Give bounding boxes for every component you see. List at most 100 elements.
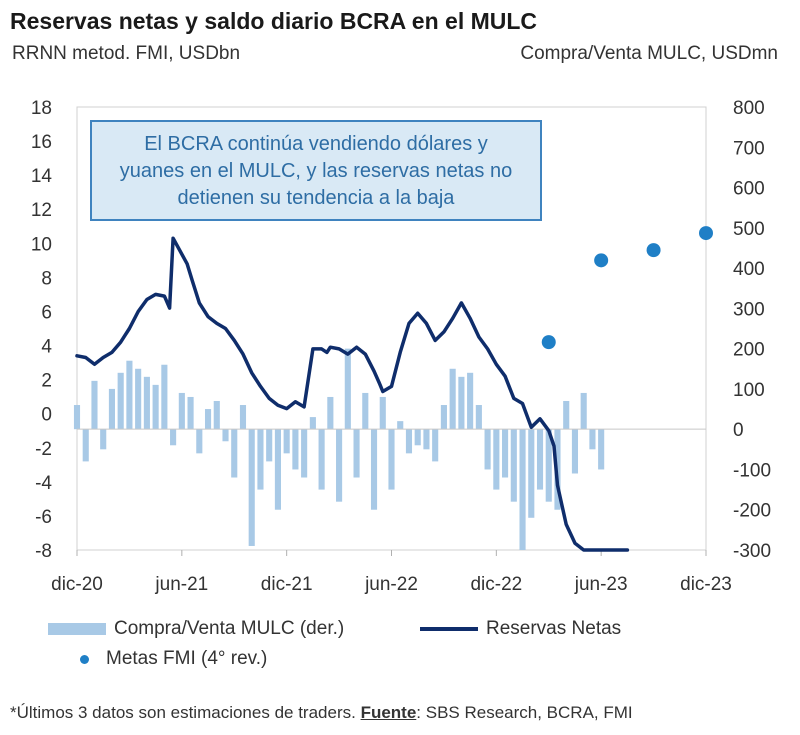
callout-line-2: yuanes en el MULC, y las reservas netas …: [119, 160, 513, 182]
y-right-tick-label: 400: [733, 259, 765, 280]
mulc-bar: [467, 372, 474, 430]
mulc-bar: [301, 429, 308, 478]
callout-line-3: detienen su tendencia a la baja: [177, 187, 455, 209]
chart-legend: Compra/Venta MULC (der.) Reservas Netas …: [0, 612, 800, 672]
mulc-bar: [493, 429, 500, 490]
y-right-tick-label: 200: [733, 340, 765, 361]
mulc-bar: [502, 429, 509, 478]
mulc-bar: [231, 429, 238, 478]
mulc-bar: [161, 364, 168, 430]
x-tick-label: dic-20: [51, 574, 103, 595]
mulc-bar: [449, 368, 456, 430]
mulc-bar: [414, 429, 421, 446]
mulc-bar: [580, 392, 587, 430]
mulc-bar: [222, 429, 229, 442]
mulc-bar: [379, 396, 386, 430]
legend-swatch-line: [420, 627, 478, 631]
y-right-tick-label: 300: [733, 299, 765, 320]
mulc-bar: [545, 429, 552, 502]
y-right-tick-label: 700: [733, 138, 765, 159]
mulc-bar: [73, 405, 81, 430]
y-right-tick-label: -100: [733, 460, 771, 481]
x-tick-label: jun-22: [364, 574, 418, 595]
mulc-bar: [388, 429, 395, 490]
mulc-bar: [196, 429, 203, 454]
mulc-bar: [318, 429, 325, 490]
mulc-bar: [82, 429, 89, 462]
legend-item-line: Reservas Netas: [420, 618, 621, 640]
mulc-bar: [204, 409, 212, 430]
mulc-bar: [257, 429, 264, 490]
footnote-source-text: : SBS Research, BCRA, FMI: [416, 703, 633, 722]
mulc-bar: [309, 417, 316, 430]
mulc-bar: [91, 380, 98, 430]
mulc-bar: [187, 396, 194, 430]
x-tick-label: jun-23: [574, 574, 628, 595]
legend-label-dots: Metas FMI (4° rev.): [106, 648, 268, 669]
mulc-bar: [405, 429, 413, 454]
x-tick-label: dic-23: [680, 574, 732, 595]
y-left-tick-label: 18: [31, 98, 52, 119]
mulc-bar: [117, 372, 124, 430]
left-axis-subtitle: RRNN metod. FMI, USDbn: [12, 43, 241, 64]
legend-item-dots: Metas FMI (4° rev.): [48, 648, 267, 670]
mulc-bar: [484, 429, 491, 470]
meta-fmi-point: [699, 226, 713, 241]
callout-box: El BCRA continúa vendiendo dólares y yua…: [90, 120, 542, 221]
mulc-bar: [336, 429, 343, 502]
y-left-tick-label: 12: [31, 200, 52, 221]
mulc-bar: [370, 429, 378, 510]
right-axis-subtitle: Compra/Venta MULC, USDmn: [520, 43, 778, 64]
mulc-bar: [178, 392, 185, 430]
mulc-bar: [108, 388, 116, 430]
x-tick-label: dic-21: [261, 574, 313, 595]
footnote: *Últimos 3 datos son estimaciones de tra…: [10, 703, 633, 723]
legend-label-line: Reservas Netas: [486, 618, 622, 639]
y-right-tick-label: 800: [733, 98, 765, 119]
y-left-tick-label: -6: [35, 507, 52, 528]
mulc-bar: [135, 368, 142, 430]
legend-swatch-bars: [48, 623, 106, 635]
y-right-tick-label: -200: [733, 501, 771, 522]
mulc-bar: [475, 405, 482, 430]
mulc-bar: [152, 384, 159, 430]
combo-chart: -8 -6 -4 -2 0 2 4 6 8 10 12 14 16 18 -300 -200 -100 0 100 2…: [31, 98, 771, 595]
y-left-tick-label: 10: [31, 234, 52, 255]
chart-title: Reservas netas y saldo diario BCRA en el…: [10, 8, 538, 34]
y-left-tick-label: 16: [31, 132, 52, 153]
mulc-bar: [432, 429, 439, 462]
mulc-bar: [353, 429, 360, 478]
x-tick-label: jun-21: [154, 574, 208, 595]
mulc-bar: [563, 400, 570, 430]
mulc-bar: [510, 429, 517, 502]
mulc-bar: [170, 429, 177, 446]
mulc-bar: [274, 429, 281, 510]
mulc-bar: [143, 376, 150, 430]
mulc-bar: [598, 429, 605, 470]
footnote-prefix: *Últimos 3 datos son estimaciones de tra…: [10, 703, 361, 722]
y-left-tick-label: 8: [41, 268, 52, 289]
y-left-tick-label: -4: [35, 473, 52, 494]
x-tick-label: dic-22: [470, 574, 522, 595]
legend-label-bars: Compra/Venta MULC (der.): [114, 618, 345, 639]
y-right-tick-label: 500: [733, 219, 765, 240]
mulc-bar: [458, 376, 465, 430]
mulc-bar: [327, 396, 334, 430]
y-left-tick-label: 0: [41, 405, 52, 426]
footnote-source-label: Fuente: [360, 703, 417, 722]
mulc-bar: [589, 429, 596, 450]
y-right-tick-label: 600: [733, 179, 765, 200]
mulc-bar: [126, 360, 133, 430]
mulc-bar: [239, 405, 247, 430]
mulc-bar: [213, 400, 220, 430]
mulc-bar: [362, 392, 369, 430]
mulc-bar: [440, 405, 447, 430]
y-left-tick-label: 2: [41, 371, 52, 392]
meta-fmi-point: [646, 243, 661, 258]
y-right-tick-label: 100: [733, 380, 765, 401]
y-left-tick-label: 4: [41, 337, 52, 358]
mulc-bar: [292, 429, 299, 470]
mulc-bar: [397, 421, 404, 430]
mulc-bar: [423, 429, 430, 450]
mulc-bar: [283, 429, 290, 454]
